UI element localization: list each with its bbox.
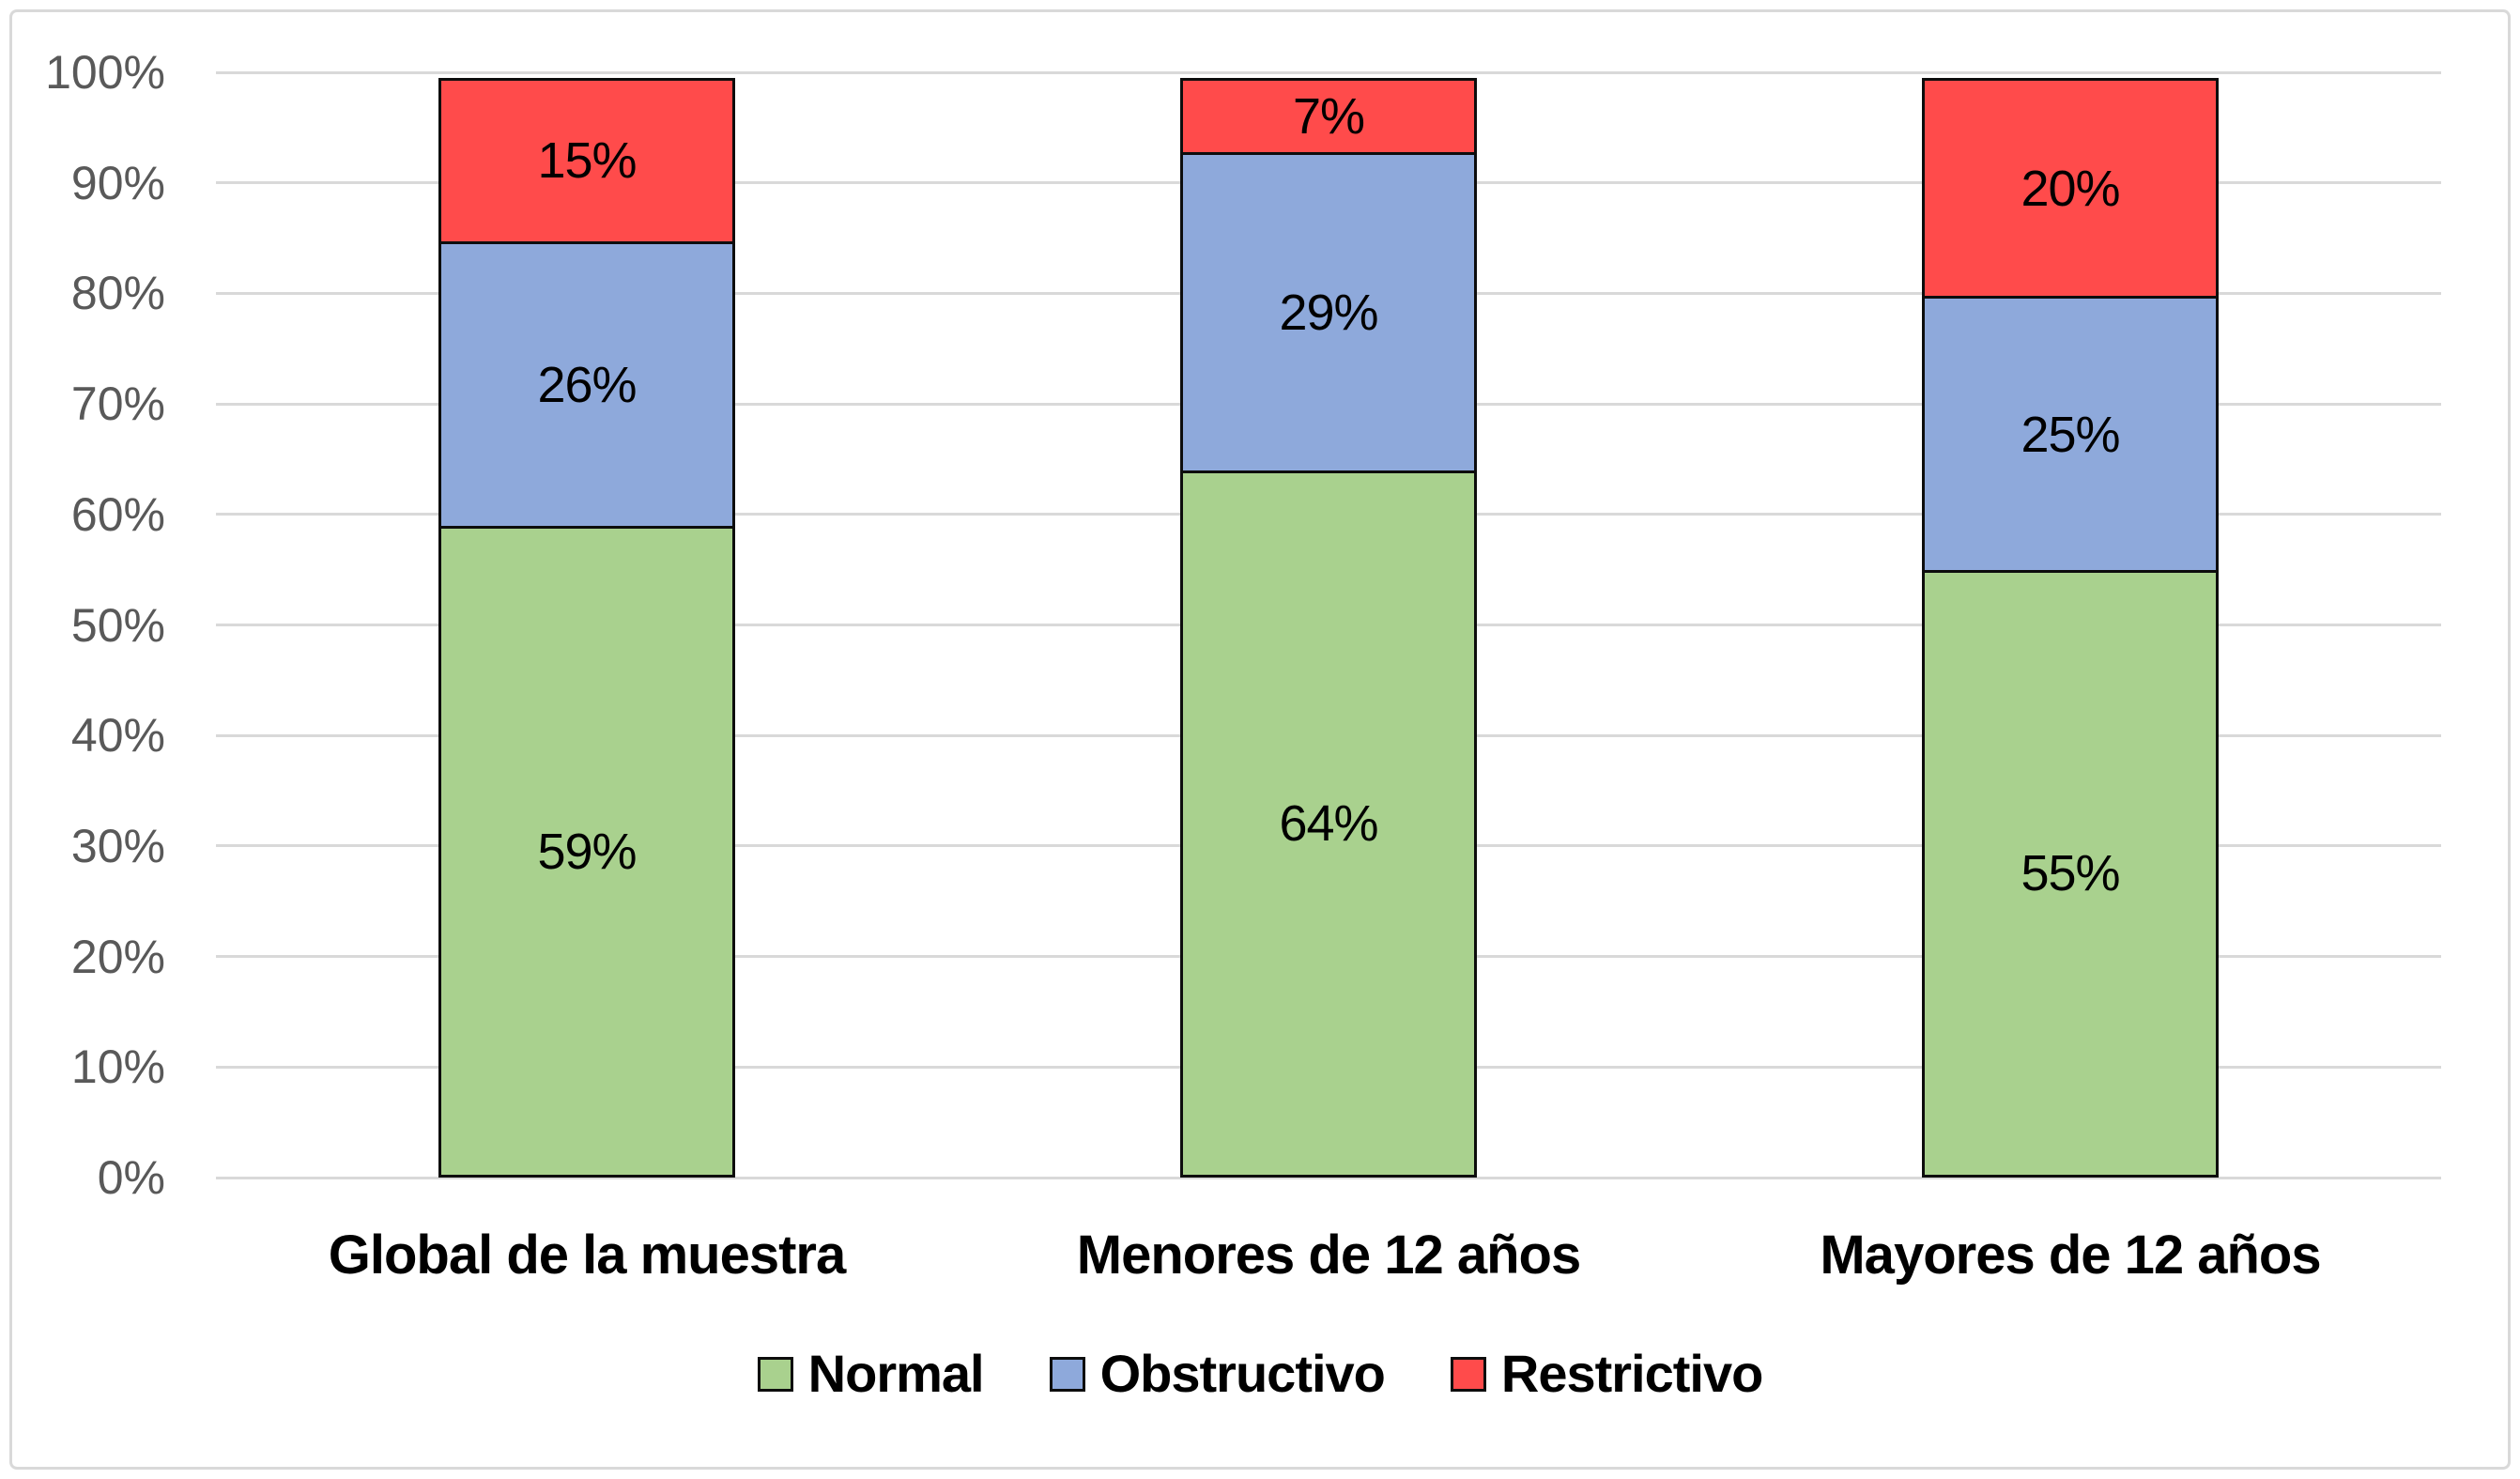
chart-frame: 0% 10% 20% 30% 40% 50% 60% 70% 80% 90% 100% 59% 26%… [9, 9, 2511, 1470]
category-label: Menores de 12 años [1076, 1225, 1581, 1286]
value-label: 55% [2021, 845, 2120, 902]
y-axis-tick-label: 90% [70, 156, 165, 209]
legend-swatch-obstructivo [1049, 1356, 1085, 1392]
value-label: 64% [1279, 795, 1378, 853]
y-axis-tick-label: 60% [70, 487, 165, 541]
bars-layer: 59% 26% 15% 64% 29% 7% 55% 25% 20% [216, 72, 2441, 1178]
bar-segment-obstructivo: 26% [438, 240, 735, 529]
bar-2: 64% 29% 7% [1180, 72, 1477, 1178]
category-label: Mayores de 12 años [1820, 1225, 2321, 1286]
y-axis-tick-label: 30% [70, 819, 165, 872]
bar-segment-restrictivo: 20% [1922, 78, 2219, 300]
bar-segment-normal: 59% [438, 525, 735, 1178]
gridline [216, 70, 2441, 74]
legend-label-restrictivo: Restrictivo [1500, 1344, 1763, 1403]
category-label: Global de la muestra [328, 1225, 847, 1286]
legend-swatch-restrictivo [1450, 1356, 1486, 1392]
y-axis-tick-label: 50% [70, 598, 165, 652]
legend-item-normal: Normal [757, 1344, 985, 1404]
bar-segment-obstructivo: 29% [1180, 152, 1477, 473]
legend-swatch-normal [757, 1356, 793, 1392]
value-label: 29% [1279, 285, 1378, 342]
y-axis-tick-label: 100% [45, 46, 165, 99]
bar-segment-restrictivo: 15% [438, 78, 735, 244]
bar-segment-normal: 55% [1922, 569, 2219, 1178]
legend: Normal Obstructivo Restrictivo [12, 1344, 2508, 1404]
bar-segment-obstructivo: 25% [1922, 296, 2219, 573]
bar-3: 55% 25% 20% [1922, 72, 2219, 1178]
y-axis: 0% 10% 20% 30% 40% 50% 60% 70% 80% 90% 100% [12, 49, 165, 1201]
bar-1: 59% 26% 15% [438, 72, 735, 1178]
y-axis-tick-label: 10% [70, 1040, 165, 1094]
bar-segment-normal: 64% [1180, 470, 1477, 1178]
value-label: 7% [1292, 88, 1365, 146]
value-label: 15% [537, 132, 637, 190]
legend-item-obstructivo: Obstructivo [1049, 1344, 1386, 1404]
legend-label-obstructivo: Obstructivo [1099, 1344, 1386, 1403]
y-axis-tick-label: 80% [70, 267, 165, 320]
y-axis-tick-label: 0% [97, 1151, 165, 1204]
y-axis-tick-label: 70% [70, 377, 165, 431]
y-axis-tick-label: 40% [70, 709, 165, 763]
legend-item-restrictivo: Restrictivo [1450, 1344, 1763, 1404]
value-label: 59% [537, 823, 637, 880]
y-axis-tick-label: 20% [70, 930, 165, 983]
value-label: 26% [537, 356, 637, 413]
value-label: 20% [2021, 160, 2120, 217]
bar-segment-restrictivo: 7% [1180, 78, 1477, 156]
gridline [216, 1176, 2441, 1179]
value-label: 25% [2021, 406, 2120, 463]
x-axis-labels: Global de la muestra Menores de 12 años Ma… [216, 1224, 2441, 1308]
legend-label-normal: Normal [807, 1344, 985, 1403]
plot-area: 59% 26% 15% 64% 29% 7% 55% 25% 20% [216, 70, 2441, 1179]
